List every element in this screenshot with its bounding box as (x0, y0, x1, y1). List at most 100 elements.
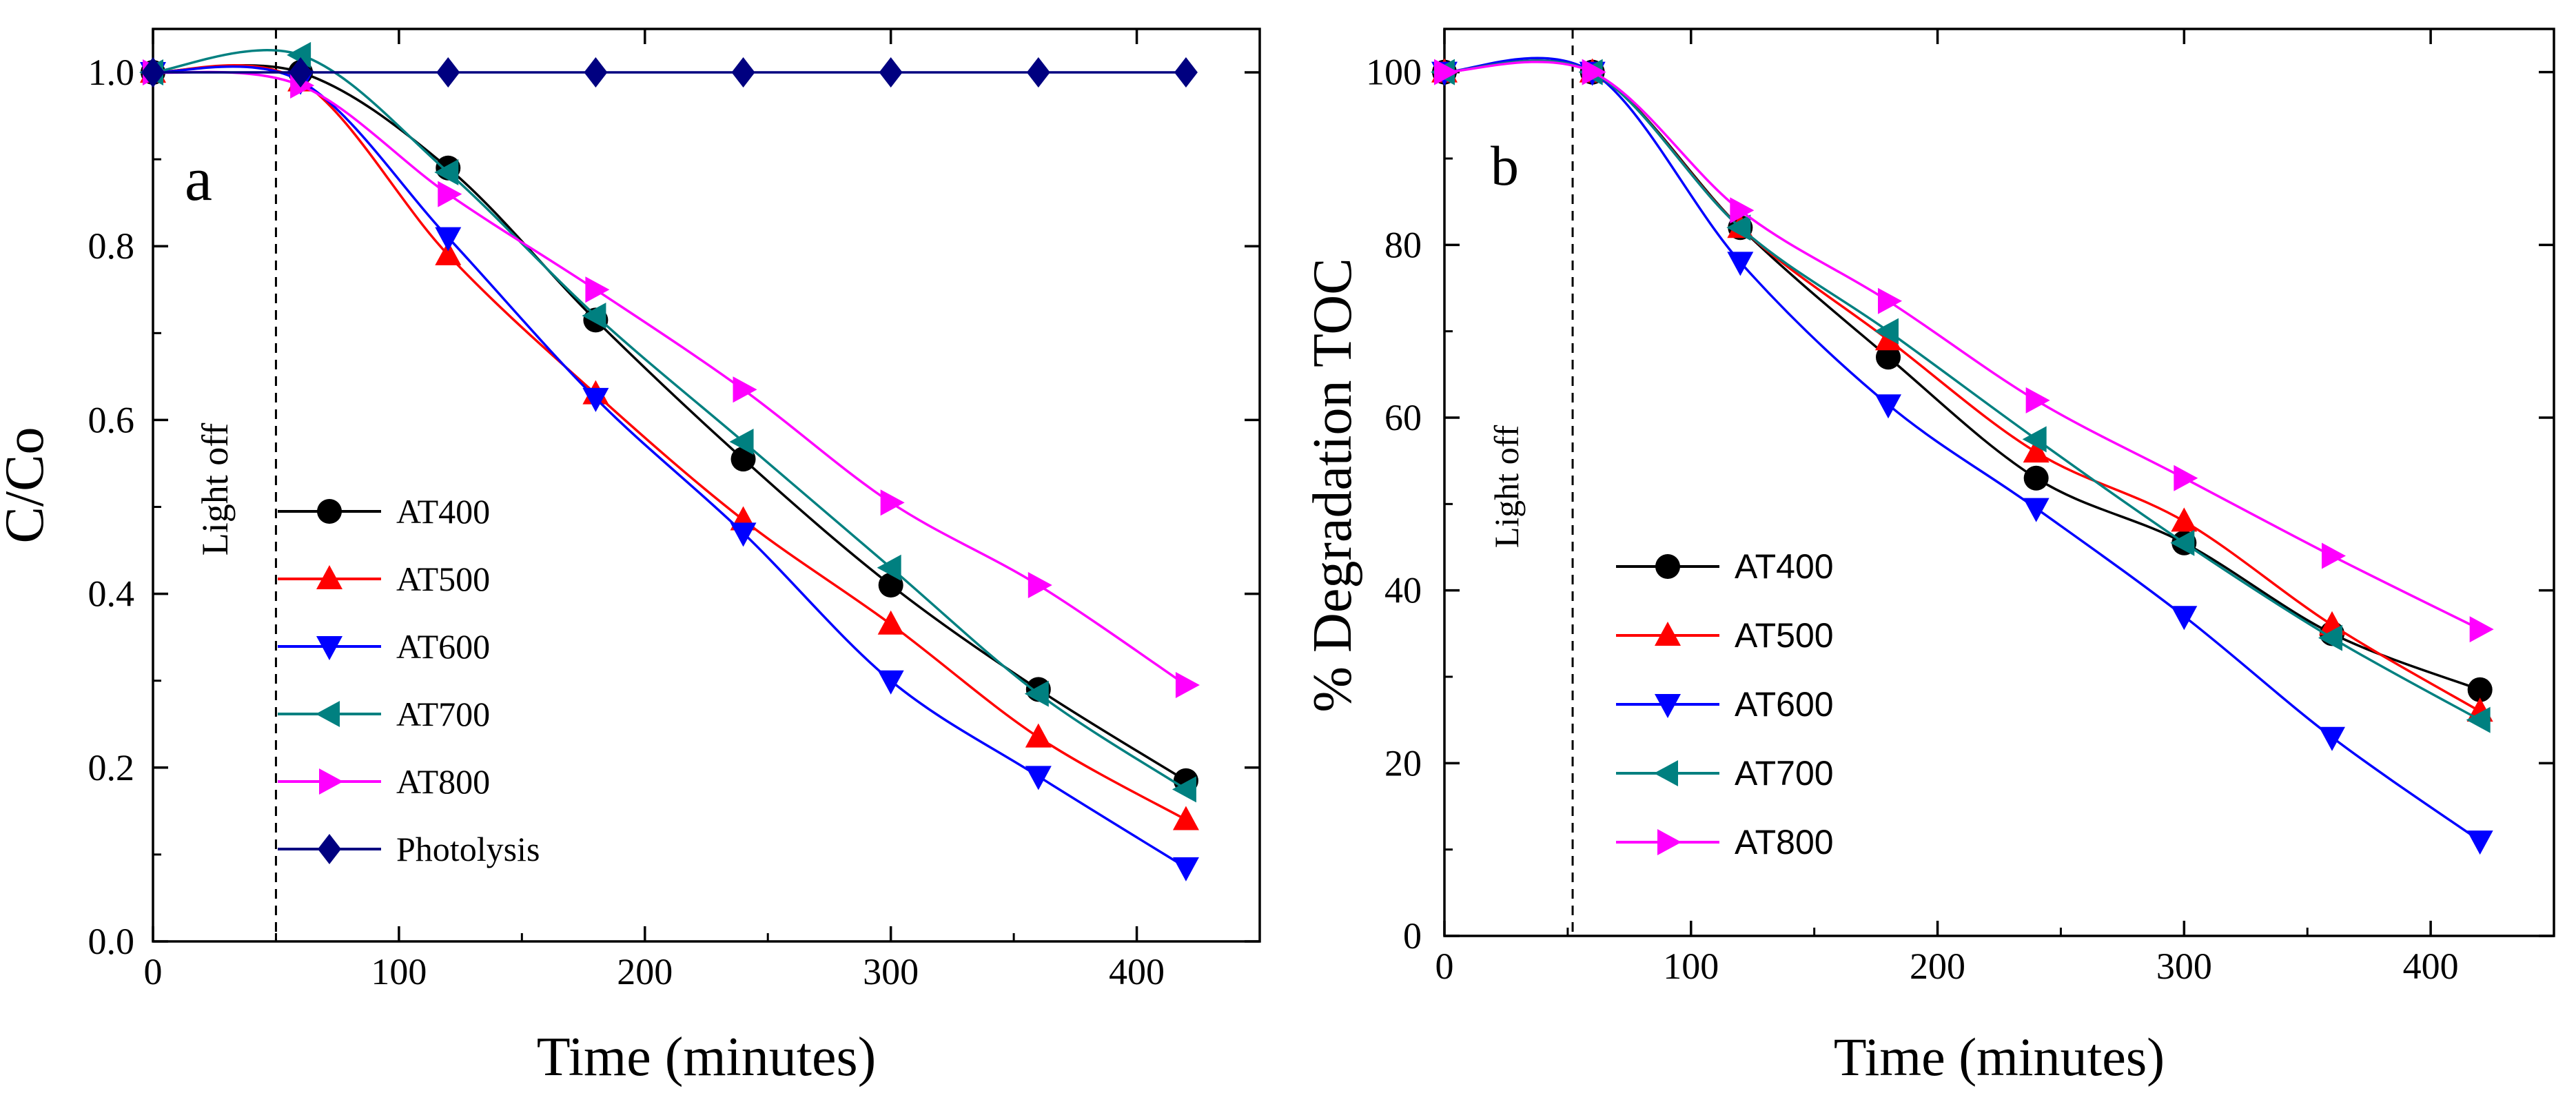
x-tick-label: 300 (863, 951, 919, 992)
data-point (2023, 465, 2049, 491)
data-point (733, 376, 757, 403)
data-point (582, 387, 609, 412)
y-tick-label: 1.0 (88, 52, 135, 93)
y-tick-label: 0.6 (88, 399, 135, 440)
legend-marker (316, 701, 340, 727)
data-point (1874, 318, 1899, 345)
x-axis-ticks: 0 100 200 300 400 (1435, 29, 2459, 987)
panel-b: 0 100 200 300 400 0 20 40 60 80 100 Time (minutes)%… (1302, 28, 2555, 1087)
data-point (2171, 507, 2198, 532)
data-point (2319, 726, 2345, 751)
y-tick-label: 100 (1366, 52, 1422, 93)
legend-label: AT700 (1735, 754, 1834, 793)
legend-marker (316, 565, 343, 589)
series-at400 (141, 60, 1198, 793)
data-point (877, 610, 904, 635)
data-point (879, 57, 903, 88)
y-tick-label: 60 (1384, 397, 1422, 438)
data-point (584, 57, 608, 88)
legend: AT400 AT500 AT600 AT700 AT800 (1616, 547, 1834, 861)
light-off-label: Light off (194, 423, 236, 555)
series-at400 (1432, 59, 2493, 702)
data-point (434, 159, 459, 186)
light-off-label: Light off (1487, 425, 1526, 549)
data-point (1024, 680, 1049, 707)
x-tick-label: 0 (144, 951, 163, 992)
data-point (731, 57, 755, 88)
data-point (1174, 57, 1198, 88)
panel-label: a (185, 145, 212, 214)
series-line (152, 65, 1187, 869)
legend-label: AT500 (1735, 616, 1834, 655)
data-point (436, 57, 460, 88)
plot-frame (152, 28, 1261, 943)
legend-marker (317, 499, 342, 524)
legend-label: AT800 (396, 762, 490, 801)
data-point (1582, 59, 1606, 85)
data-point (1727, 252, 1754, 276)
x-axis-title: Time (minutes) (1834, 1027, 2165, 1087)
series-line (1444, 59, 2481, 722)
data-point (2466, 706, 2491, 733)
data-point (1025, 766, 1052, 790)
series-at700 (1431, 59, 2491, 733)
legend-label: AT400 (396, 492, 490, 531)
x-axis-title: Time (minutes) (537, 1027, 877, 1088)
data-point (1730, 197, 1755, 224)
data-point (730, 447, 756, 472)
y-tick-label: 0.2 (88, 747, 135, 788)
series-line (1444, 57, 2481, 842)
data-point (878, 573, 903, 598)
legend-label: AT600 (1735, 685, 1834, 724)
x-tick-label: 100 (371, 951, 427, 992)
data-point (1172, 776, 1196, 803)
data-point (1878, 287, 1902, 314)
data-point (877, 554, 901, 581)
series-at600 (1431, 57, 2493, 855)
x-tick-label: 400 (1109, 951, 1165, 992)
data-point (2174, 465, 2198, 491)
data-point (2171, 606, 2198, 631)
data-point (2322, 542, 2346, 569)
data-point (1172, 806, 1199, 830)
data-point (1026, 57, 1050, 88)
y-axis-title: % Degradation TOC (1302, 258, 1363, 712)
panel-a: 0 100 200 300 400 0.0 0.2 0.4 0.6 0.8 1.0 Time (min… (0, 28, 1261, 1088)
series-at600 (140, 62, 1199, 881)
series-line (152, 64, 1187, 782)
series-line (152, 64, 1187, 821)
series-line (1444, 59, 2481, 691)
data-point (1172, 857, 1199, 881)
data-point (877, 670, 904, 695)
plot-frame (1443, 28, 2555, 937)
y-tick-label: 0.0 (88, 921, 135, 962)
y-tick-label: 80 (1384, 224, 1422, 265)
data-point (2023, 438, 2049, 463)
y-tick-label: 0.4 (88, 573, 135, 615)
series-at800 (1434, 59, 2494, 643)
legend-marker (1655, 554, 1680, 579)
legend-label: AT600 (396, 627, 490, 666)
x-tick-label: 0 (1435, 946, 1454, 987)
legend: AT400 AT500 AT600 AT700 AT800 Photolysis (278, 492, 540, 868)
panel-label: b (1491, 134, 1519, 197)
series-line (152, 70, 1187, 686)
data-point (435, 241, 462, 265)
data-point (1726, 214, 1751, 241)
data-point (1175, 672, 1200, 699)
data-point (438, 181, 462, 207)
legend-marker (1655, 694, 1681, 718)
data-point (2022, 426, 2047, 453)
x-tick-label: 200 (1910, 946, 1965, 987)
legend-marker (318, 834, 341, 864)
legend-marker (316, 636, 343, 660)
series-photolysis (141, 57, 1198, 88)
series-at700 (139, 41, 1196, 803)
data-point (730, 522, 757, 547)
series-at800 (143, 59, 1200, 699)
data-point (585, 276, 610, 303)
legend-label: AT700 (396, 695, 490, 733)
data-point (141, 57, 165, 88)
